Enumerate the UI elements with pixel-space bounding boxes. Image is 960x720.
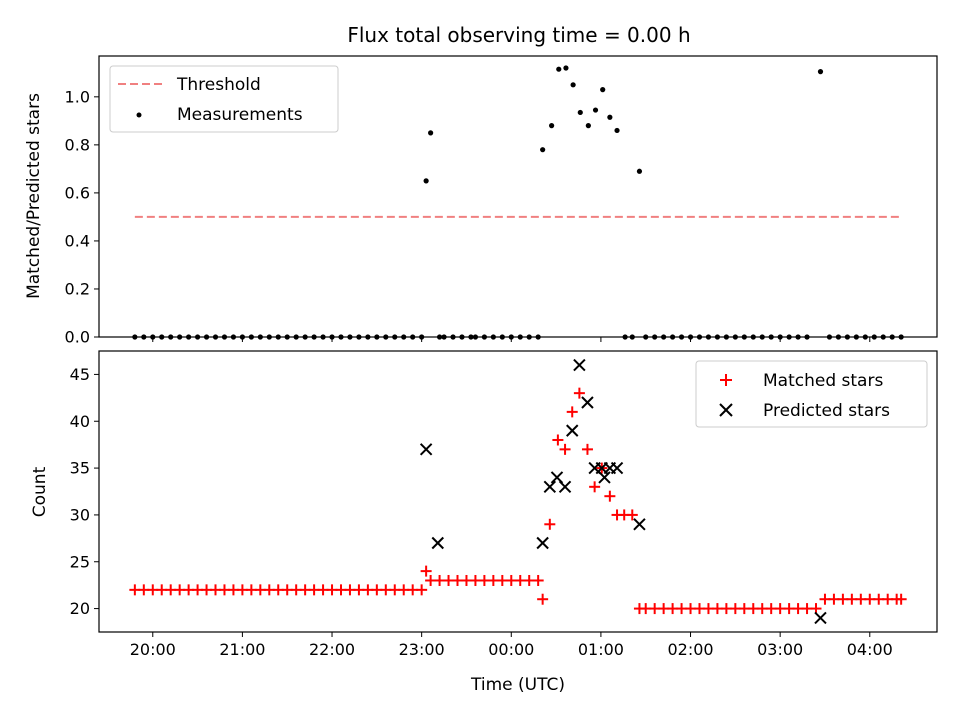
bottom-marks-layer xyxy=(129,358,907,625)
predicted-star-point xyxy=(581,396,594,409)
x-axis-label: Time (UTC) xyxy=(470,675,565,695)
bottom-y-tick-label: 45 xyxy=(70,365,90,384)
measurement-point xyxy=(556,66,562,72)
measurement-point xyxy=(570,82,576,88)
top-y-tick-label: 0.4 xyxy=(65,231,90,250)
legend-measurements-label: Measurements xyxy=(177,105,303,125)
matched-star-point xyxy=(895,593,907,605)
top-legend: Threshold Measurements xyxy=(109,65,339,133)
bottom-axes-frame xyxy=(98,350,938,633)
measurement-point xyxy=(592,107,599,113)
matched-star-point xyxy=(589,481,601,493)
measurement-point xyxy=(614,127,620,134)
predicted-star-point xyxy=(419,443,433,456)
predicted-star-point xyxy=(566,424,579,437)
bottom-y-tick-label: 20 xyxy=(70,599,90,618)
bottom-x-ticks: 20:00 21:00 22:00 23:00 00:00 01:00 02:00 03:00… xyxy=(130,632,893,659)
legend-threshold-label: Threshold xyxy=(176,75,261,95)
legend-predicted-swatch xyxy=(719,403,733,417)
measurement-point xyxy=(428,130,434,136)
matched-star-point xyxy=(604,490,616,502)
bottom-y-tick-label: 40 xyxy=(70,412,90,431)
x-tick-label: 22:00 xyxy=(309,640,355,659)
legend-matched-swatch xyxy=(720,374,732,386)
bottom-y-axis-label: Count xyxy=(30,466,50,517)
matched-star-point xyxy=(626,509,638,521)
top-axes-frame xyxy=(98,55,938,338)
top-y-axis-label: Matched/Predicted stars xyxy=(24,93,44,299)
x-tick-label: 03:00 xyxy=(757,640,803,659)
bottom-y-ticks: 20 25 30 35 40 45 xyxy=(70,365,99,618)
figure-title: Flux total observing time = 0.00 h xyxy=(347,23,690,47)
measurement-point xyxy=(563,65,569,71)
measurement-point xyxy=(600,87,606,93)
measurement-point xyxy=(549,123,555,129)
top-measurements-layer xyxy=(132,65,904,340)
matched-star-point xyxy=(532,574,544,586)
top-y-tick-label: 1.0 xyxy=(65,87,90,106)
predicted-star-point xyxy=(573,358,586,372)
bottom-panel: 20 25 30 35 40 45 20:00 21:00 22:00 23:00 00:00 01… xyxy=(30,350,938,695)
predicted-star-point xyxy=(558,480,572,494)
measurement-point xyxy=(607,114,613,120)
x-tick-label: 20:00 xyxy=(130,640,176,659)
bottom-y-tick-label: 35 xyxy=(70,459,90,478)
x-tick-label: 01:00 xyxy=(578,640,624,659)
legend-measurements-swatch xyxy=(136,112,142,118)
predicted-star-point xyxy=(431,536,444,550)
measurement-point xyxy=(817,69,824,75)
measurement-point xyxy=(423,178,429,184)
predicted-star-point xyxy=(543,480,557,494)
x-tick-label: 04:00 xyxy=(847,640,893,659)
x-tick-label: 00:00 xyxy=(488,640,534,659)
top-y-tick-label: 0.2 xyxy=(65,279,90,298)
predicted-star-point xyxy=(610,461,624,475)
matched-star-point xyxy=(544,518,556,530)
matched-star-point xyxy=(537,593,549,605)
top-y-tick-label: 0.8 xyxy=(65,135,90,154)
predicted-star-point xyxy=(598,471,611,484)
matched-star-point xyxy=(416,584,428,596)
matched-star-point xyxy=(581,443,593,455)
measurement-point xyxy=(636,168,643,174)
bottom-legend: Matched stars Predicted stars xyxy=(695,360,928,428)
legend-predicted-label: Predicted stars xyxy=(763,401,890,421)
matched-star-point xyxy=(559,443,571,455)
x-tick-label: 21:00 xyxy=(219,640,265,659)
measurement-point xyxy=(577,109,583,116)
matched-star-point xyxy=(552,434,564,446)
predicted-star-point xyxy=(536,536,549,550)
top-y-ticks: 0.0 0.2 0.4 0.6 0.8 1.0 xyxy=(65,87,99,347)
matched-star-point xyxy=(573,387,585,399)
top-y-tick-label: 0.0 xyxy=(65,328,90,347)
legend-matched-label: Matched stars xyxy=(763,371,883,391)
measurement-point xyxy=(585,123,591,129)
top-legend-box xyxy=(109,65,339,133)
measurement-point xyxy=(540,147,546,153)
x-tick-label: 02:00 xyxy=(667,640,713,659)
bottom-y-tick-label: 30 xyxy=(70,505,90,524)
predicted-star-point xyxy=(633,518,646,531)
top-x-ticks xyxy=(152,337,871,342)
bottom-y-tick-label: 25 xyxy=(70,552,90,571)
top-y-tick-label: 0.6 xyxy=(65,183,90,202)
predicted-star-point xyxy=(814,611,827,625)
matched-star-point xyxy=(420,565,432,577)
x-tick-label: 23:00 xyxy=(399,640,445,659)
top-panel: 0.0 0.2 0.4 0.6 0.8 1.0 Matched/Predicted sta… xyxy=(24,55,938,347)
bottom-legend-box xyxy=(695,360,928,428)
matched-star-point xyxy=(566,406,578,418)
